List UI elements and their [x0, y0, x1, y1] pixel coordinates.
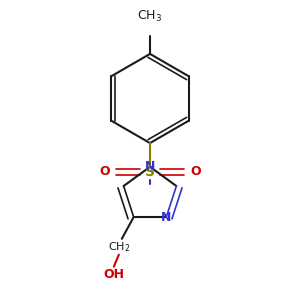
Text: N: N	[145, 160, 155, 173]
Text: CH$_3$: CH$_3$	[137, 9, 163, 24]
Text: CH$_2$: CH$_2$	[108, 240, 130, 254]
Text: O: O	[99, 165, 110, 178]
Text: O: O	[190, 165, 201, 178]
Text: N: N	[161, 211, 172, 224]
Text: OH: OH	[103, 268, 124, 281]
Text: S: S	[145, 165, 155, 179]
